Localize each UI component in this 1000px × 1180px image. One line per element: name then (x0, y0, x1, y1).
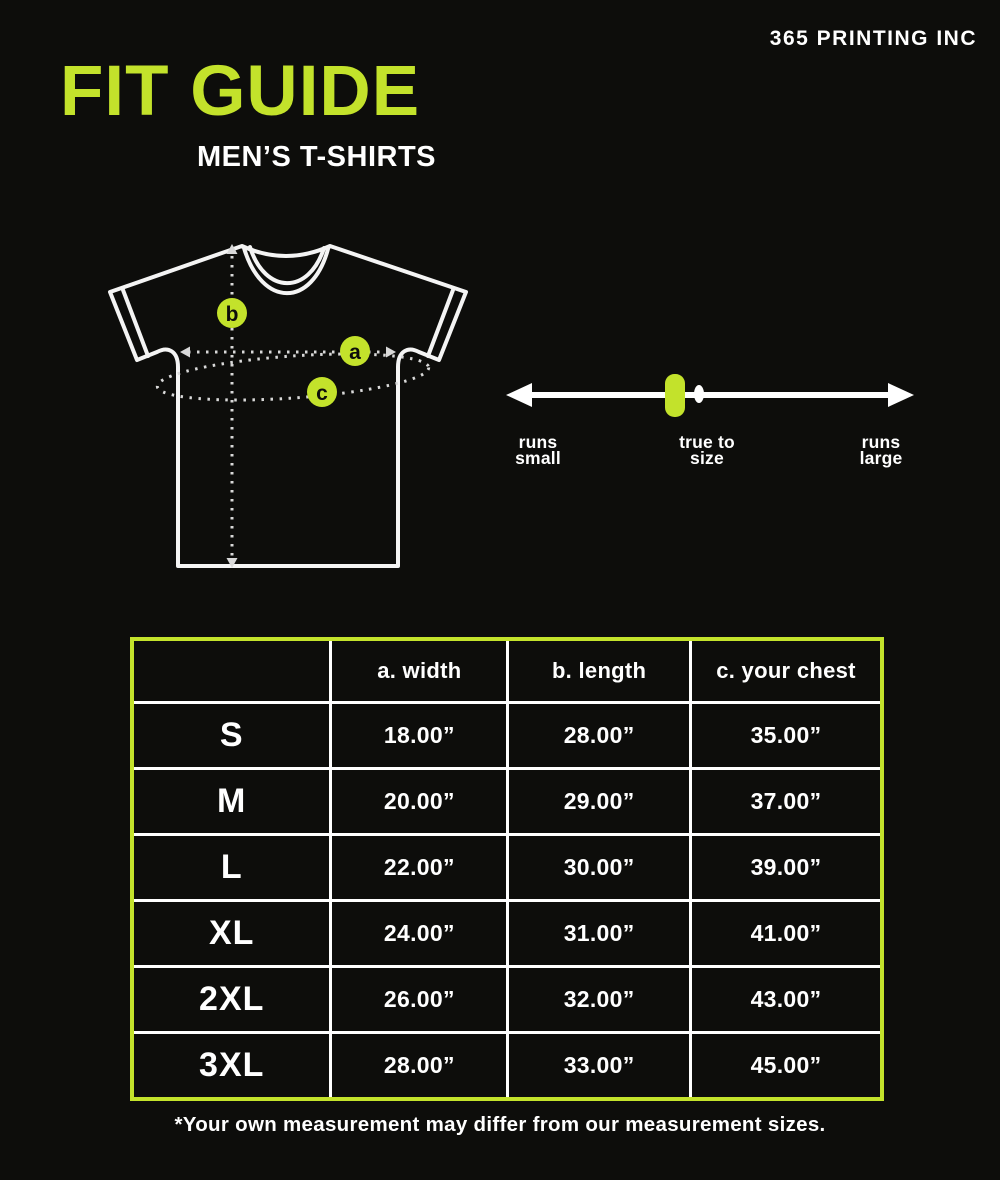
scale-label-runs-large: runs large (834, 432, 928, 468)
measurement-lines (155, 256, 431, 556)
chest-cell: 39.00” (689, 833, 880, 902)
col-header-chest: c. your chest (689, 641, 880, 704)
table-row: 2XL 26.00” 32.00” 43.00” (134, 965, 880, 1034)
marker-a-badge (340, 336, 370, 366)
marker-c-badge (307, 377, 337, 407)
fit-scale-dot-icon (694, 385, 704, 403)
length-cell: 29.00” (506, 767, 692, 836)
arrow-left-icon (506, 383, 532, 407)
length-cell: 33.00” (506, 1031, 692, 1097)
marker-c-label: c (316, 382, 328, 405)
width-cell: 18.00” (329, 701, 510, 770)
arrow-right-icon (888, 383, 914, 407)
chest-cell: 45.00” (689, 1031, 880, 1097)
scale-label-line: runs (861, 432, 901, 452)
table-row: S 18.00” 28.00” 35.00” (134, 701, 880, 770)
width-cell: 22.00” (329, 833, 510, 902)
length-cell: 31.00” (506, 899, 692, 968)
scale-label-line: size (690, 448, 724, 468)
size-cell: S (134, 701, 333, 770)
width-cell: 26.00” (329, 965, 510, 1034)
scale-label-true-to-size: true to size (655, 432, 759, 468)
table-row: L 22.00” 30.00” 39.00” (134, 833, 880, 902)
footnote: *Your own measurement may differ from ou… (174, 1113, 826, 1136)
size-cell: 2XL (134, 965, 333, 1034)
scale-label-line: small (515, 448, 561, 468)
tshirt-outline-icon (108, 244, 468, 568)
size-table: a. width b. length c. your chest S 18.00… (134, 641, 880, 1097)
brand-text: 365 PRINTING INC (769, 27, 977, 50)
length-cell: 28.00” (506, 701, 692, 770)
marker-a-label: a (349, 341, 361, 364)
page-subtitle: MEN’S T-SHIRTS (196, 141, 436, 173)
chest-cell: 43.00” (689, 965, 880, 1034)
arrowhead-icons (180, 244, 396, 568)
col-header-size (134, 641, 333, 704)
chest-ellipse-icon (155, 352, 431, 402)
table-row: XL 24.00” 31.00” 41.00” (134, 899, 880, 968)
table-row: M 20.00” 29.00” 37.00” (134, 767, 880, 836)
width-cell: 28.00” (329, 1031, 510, 1097)
chest-cell: 35.00” (689, 701, 880, 770)
scale-label-line: true to (679, 432, 735, 452)
marker-b-badge (217, 298, 247, 328)
diagram-markers: b a c (217, 298, 370, 407)
col-header-length: b. length (506, 641, 692, 704)
tshirt-diagram: b a c (108, 244, 468, 568)
size-table-container: a. width b. length c. your chest S 18.00… (130, 637, 884, 1101)
table-header-row: a. width b. length c. your chest (134, 641, 880, 704)
size-cell: 3XL (134, 1031, 333, 1097)
size-cell: M (134, 767, 333, 836)
width-cell: 20.00” (329, 767, 510, 836)
fit-scale (506, 374, 914, 417)
page-title: FIT GUIDE (60, 52, 421, 131)
chest-cell: 37.00” (689, 767, 880, 836)
scale-label-runs-small: runs small (496, 432, 580, 468)
chest-cell: 41.00” (689, 899, 880, 968)
size-cell: L (134, 833, 333, 902)
length-cell: 30.00” (506, 833, 692, 902)
scale-label-line: large (859, 448, 903, 468)
width-cell: 24.00” (329, 899, 510, 968)
marker-b-label: b (226, 303, 239, 326)
scale-label-line: runs (518, 432, 558, 452)
col-header-width: a. width (329, 641, 510, 704)
fit-scale-marker (665, 374, 685, 417)
length-cell: 32.00” (506, 965, 692, 1034)
size-cell: XL (134, 899, 333, 968)
table-row: 3XL 28.00” 33.00” 45.00” (134, 1031, 880, 1097)
